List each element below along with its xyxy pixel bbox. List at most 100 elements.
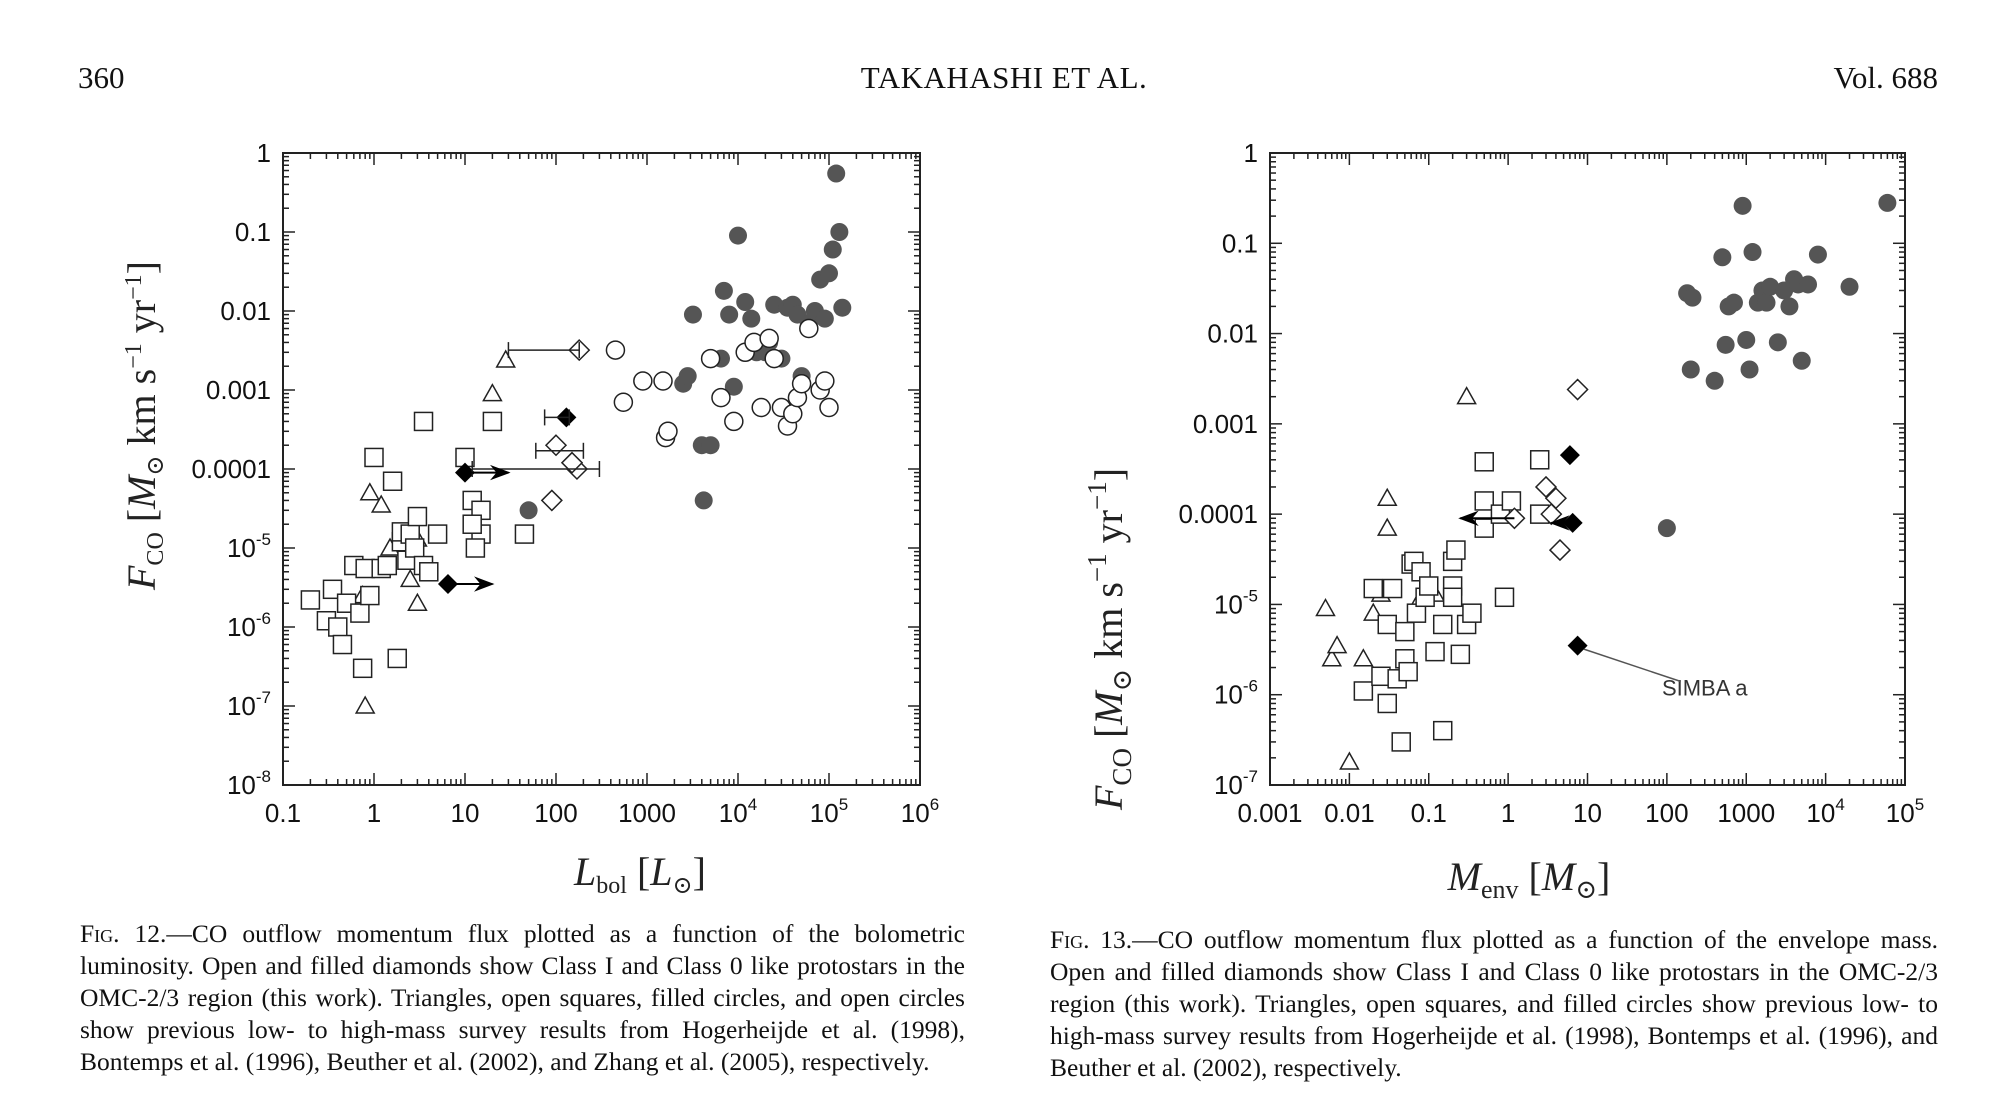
square-point: [1474, 452, 1494, 472]
filled-circle-point: [1757, 293, 1776, 312]
square-point: [1382, 578, 1403, 599]
y-axis-label: FCO [M⊙ km s−1 yr−1]: [1082, 468, 1137, 811]
square-point: [413, 411, 434, 432]
filled-circle-point: [1657, 519, 1676, 538]
filled-circle-point: [820, 264, 838, 283]
y-tick-label: 0.1: [235, 217, 271, 247]
open-circle-point: [653, 371, 673, 391]
filled-circle-point: [1713, 248, 1732, 267]
square-point: [1474, 491, 1494, 511]
open-circle-point: [815, 371, 835, 391]
square-point: [465, 538, 486, 558]
square-point: [300, 590, 321, 610]
square-point: [407, 506, 428, 527]
open-diamond-point: [544, 434, 568, 457]
triangle-point: [1376, 487, 1398, 506]
caption-text: —CO outflow momentum flux plotted as a f…: [80, 919, 965, 1076]
square-point: [1529, 450, 1550, 470]
open-diamond-point: [1534, 475, 1558, 499]
open-diamond-point: [1540, 503, 1563, 526]
square-point: [1391, 732, 1411, 752]
filled-circle-point: [827, 164, 846, 183]
y-tick-label: 10-7: [1214, 767, 1258, 800]
square-point: [1450, 644, 1471, 665]
square-point: [1398, 661, 1418, 682]
open-circle-point: [633, 371, 653, 391]
tick-marks: [1269, 152, 1906, 786]
open-diamond-point: [560, 451, 584, 474]
open-diamond-point: [1566, 378, 1589, 401]
square-point: [1363, 578, 1384, 599]
caption-lead: Fig. 13.: [1050, 925, 1133, 954]
filled-circle-point: [714, 281, 733, 300]
x-tick-label: 0.1: [1411, 798, 1447, 828]
filled-circle-point: [724, 377, 743, 396]
y-tick-label: 1: [257, 138, 271, 168]
y-tick-label: 10-5: [1214, 586, 1258, 619]
filled-circle-point: [694, 491, 713, 510]
filled-circle-point: [1716, 335, 1735, 354]
open-circle-point: [658, 421, 678, 442]
open-diamond-point: [540, 489, 563, 512]
error-bars: [447, 342, 601, 592]
filled-circle-point: [1683, 288, 1702, 307]
y-tick-label: 10-7: [227, 688, 271, 721]
filled-circle-point: [736, 292, 755, 311]
open-circle-point: [700, 348, 721, 369]
filled-circle-point: [815, 309, 834, 328]
square-point: [387, 648, 407, 669]
filled-circle-point: [678, 367, 697, 386]
open-diamond-point: [1548, 539, 1572, 562]
open-circle-point: [724, 411, 744, 432]
square-point: [328, 617, 348, 637]
filled-circle-point: [720, 305, 739, 324]
volume-number: Vol. 688: [1833, 60, 1938, 95]
square-point: [332, 634, 353, 655]
y-tick-label: 1: [1244, 138, 1258, 168]
triangle-point: [1321, 648, 1343, 667]
square-point: [419, 562, 439, 582]
square-point: [514, 524, 535, 544]
square-point: [1446, 540, 1466, 560]
triangle-point: [354, 695, 376, 714]
square-point: [1395, 621, 1415, 642]
filled-circle-point: [830, 223, 849, 241]
square-point: [1432, 720, 1453, 741]
y-tick-label: 0.0001: [191, 454, 271, 484]
x-tick-label: 104: [1806, 795, 1844, 828]
open-circle-point: [783, 404, 803, 424]
figure-12-plot: FCO [M⊙ km s−1 yr−1] Lbol [L⊙] 0.1 1 10 100…: [119, 138, 939, 899]
square-point: [382, 471, 403, 491]
y-tick-label: 0.001: [206, 375, 271, 405]
triangle-point: [407, 592, 428, 611]
x-axis-label: Lbol [L⊙]: [573, 849, 706, 899]
triangle-point: [399, 568, 421, 588]
y-tick-label: 10-8: [227, 767, 271, 800]
filled-circle-point: [1878, 193, 1897, 212]
filled-circle-point: [742, 309, 761, 328]
filled-circle-point: [1768, 333, 1787, 352]
svg-text:Lbol [L⊙]: Lbol [L⊙]: [573, 849, 706, 899]
open-circle-point: [799, 318, 819, 339]
filled-circle-point: [701, 436, 720, 455]
tick-labels: 0.1 1 10 100 1000 104 105 106 1 0.1 0.01 0.001 0.000…: [191, 138, 939, 828]
triangle-point: [359, 482, 381, 501]
page-number: 360: [78, 60, 125, 95]
square-point: [1353, 681, 1374, 701]
triangle-point: [1339, 751, 1360, 770]
open-circle-point: [605, 340, 626, 360]
filled-circle-point: [683, 305, 702, 324]
filled-circle-point: [1724, 293, 1743, 312]
caption-text: —CO outflow momentum flux plotted as a f…: [1050, 925, 1938, 1082]
square-point: [1371, 666, 1391, 687]
limit-arrow-head: [1549, 515, 1570, 531]
x-tick-label: 1000: [1717, 798, 1775, 828]
x-tick-label: 10: [451, 798, 480, 828]
x-tick-label: 0.1: [265, 798, 301, 828]
x-tick-label: 104: [719, 795, 757, 828]
x-tick-label: 100: [534, 798, 577, 828]
y-tick-label: 0.1: [1222, 228, 1258, 258]
open-circle-point: [711, 387, 731, 408]
x-tick-label: 105: [810, 795, 848, 828]
square-point: [427, 524, 448, 544]
